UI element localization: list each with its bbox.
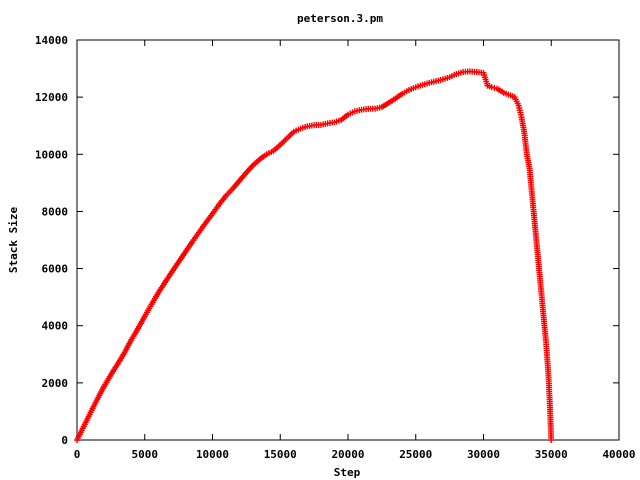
- x-tick-label: 30000: [467, 448, 500, 461]
- x-tick-label: 10000: [196, 448, 229, 461]
- x-tick-label: 0: [74, 448, 81, 461]
- ticks-layer: 0 5000 10000 15000 20000 25000 30000 35000 40000…: [35, 34, 636, 461]
- y-tick-label: 6000: [42, 263, 69, 276]
- x-tick-label: 25000: [399, 448, 432, 461]
- y-tick-label: 10000: [35, 148, 68, 161]
- data-points-layer: [74, 68, 555, 443]
- y-tick-label: 8000: [42, 205, 69, 218]
- x-tick-label: 15000: [264, 448, 297, 461]
- y-tick-label: 2000: [42, 377, 69, 390]
- data-point: [488, 84, 495, 91]
- y-tick-label: 4000: [42, 320, 69, 333]
- x-tick-label: 5000: [132, 448, 159, 461]
- chart-title: peterson.3.pm: [297, 12, 383, 25]
- y-tick-label: 14000: [35, 34, 68, 47]
- y-tick-label: 0: [61, 434, 68, 447]
- x-tick-label: 20000: [331, 448, 364, 461]
- x-tick-label: 35000: [535, 448, 568, 461]
- x-tick-label: 40000: [602, 448, 635, 461]
- data-point-interp: [491, 84, 498, 91]
- y-tick-label: 12000: [35, 91, 68, 104]
- data-point: [548, 437, 555, 443]
- x-axis-label: Step: [334, 466, 361, 479]
- y-axis-label: Stack Size: [7, 207, 20, 274]
